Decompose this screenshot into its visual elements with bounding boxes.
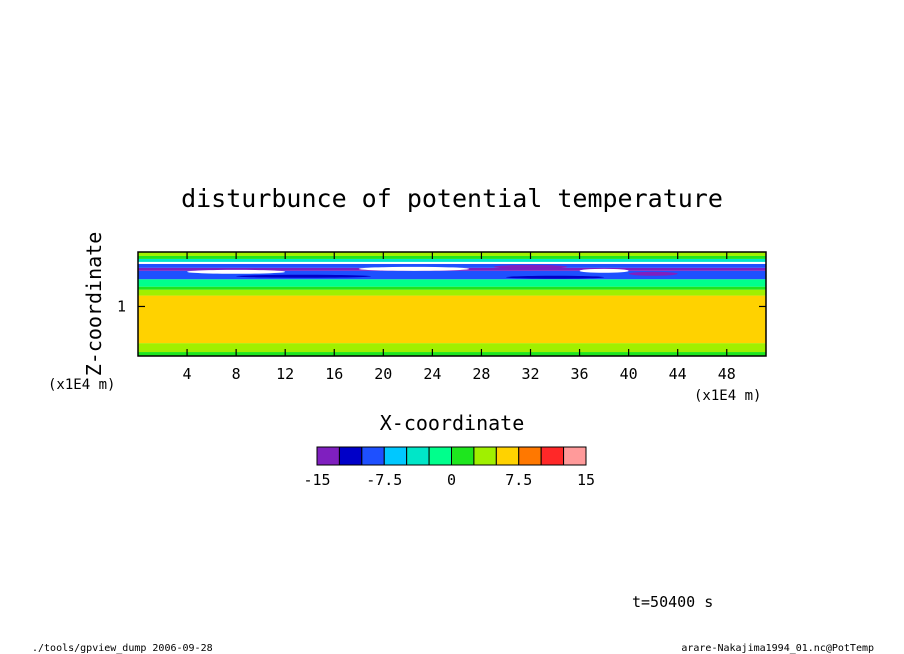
contour-features: [187, 264, 678, 279]
colorbar-tick-label: 15: [577, 471, 595, 489]
plot-area: [137, 251, 767, 357]
contour-band-11: [138, 255, 766, 259]
contour-bands: [138, 252, 766, 356]
colorbar-swatch: [316, 446, 340, 466]
x-tick-label: 8: [232, 365, 241, 383]
colorbar-swatch: [563, 446, 587, 466]
z-axis-ticks: 1: [117, 297, 766, 315]
contour-feature-6: [505, 275, 605, 279]
contour-feature-1: [358, 266, 470, 271]
contour-band-8: [138, 263, 766, 268]
x-tick-label: 48: [718, 365, 736, 383]
colorbar-swatch: [540, 446, 565, 466]
colorbar-tick-label: 0: [447, 471, 456, 489]
contour-feature-3: [579, 268, 629, 273]
x-tick-label: 44: [669, 365, 687, 383]
colorbar-tick-label: 7.5: [505, 471, 532, 489]
contour-band-5: [138, 279, 766, 287]
contour-feature-4: [628, 271, 678, 276]
plot-frame: [137, 251, 767, 357]
colorbar-swatch: [518, 446, 542, 466]
colorbar-swatch: [428, 446, 453, 466]
colorbar-swatch: [361, 446, 385, 466]
chart-title: disturbunce of potential temperature: [181, 184, 723, 213]
contour-band-9: [138, 261, 766, 264]
contour-band-1: [138, 343, 766, 353]
colorbar: [316, 446, 587, 466]
x-tick-label: 12: [276, 365, 294, 383]
z-axis-unit: (x1E4 m): [48, 377, 115, 393]
x-tick-label: 16: [325, 365, 343, 383]
x-tick-label: 32: [521, 365, 539, 383]
time-label: t=50400 s: [632, 593, 713, 611]
contour-feature-5: [236, 274, 372, 278]
footer-left: ./tools/gpview_dump 2006-09-28: [32, 643, 213, 654]
contour-band-10: [138, 258, 766, 262]
x-axis-label: X-coordinate: [380, 411, 525, 435]
contour-feature-2: [493, 264, 568, 269]
contour-band-12: [138, 252, 766, 256]
colorbar-swatch: [495, 446, 520, 466]
colorbar-ticks: -15 -7.5 0 7.5 15: [303, 471, 595, 489]
z-tick-label: 1: [117, 297, 126, 315]
colorbar-swatch: [451, 446, 475, 466]
colorbar-swatch: [338, 446, 363, 466]
colorbar-swatch: [473, 446, 497, 466]
colorbar-tick-label: -7.5: [366, 471, 402, 489]
contour-band-2: [138, 295, 766, 344]
contour-band-3: [138, 289, 766, 296]
colorbar-tick-label: -15: [303, 471, 330, 489]
x-tick-label: 24: [423, 365, 441, 383]
colorbar-swatch: [406, 446, 430, 466]
x-tick-label: 40: [620, 365, 638, 383]
contour-band-6: [138, 270, 766, 280]
footer-right: arare-Nakajima1994_01.nc@PotTemp: [681, 643, 874, 654]
z-axis-label: Z-coordinate: [82, 232, 106, 377]
x-axis-ticks: 4 8 12 16 20 24 28 32 36 40 44 48: [183, 252, 736, 383]
x-tick-label: 36: [571, 365, 589, 383]
x-tick-label: 28: [472, 365, 490, 383]
x-tick-label: 4: [183, 365, 192, 383]
colorbar-swatch: [383, 446, 408, 466]
x-tick-label: 20: [374, 365, 392, 383]
contour-band-0: [138, 352, 766, 356]
contour-band-4: [138, 286, 766, 290]
contour-feature-0: [187, 269, 286, 274]
x-axis-unit: (x1E4 m): [694, 388, 761, 404]
